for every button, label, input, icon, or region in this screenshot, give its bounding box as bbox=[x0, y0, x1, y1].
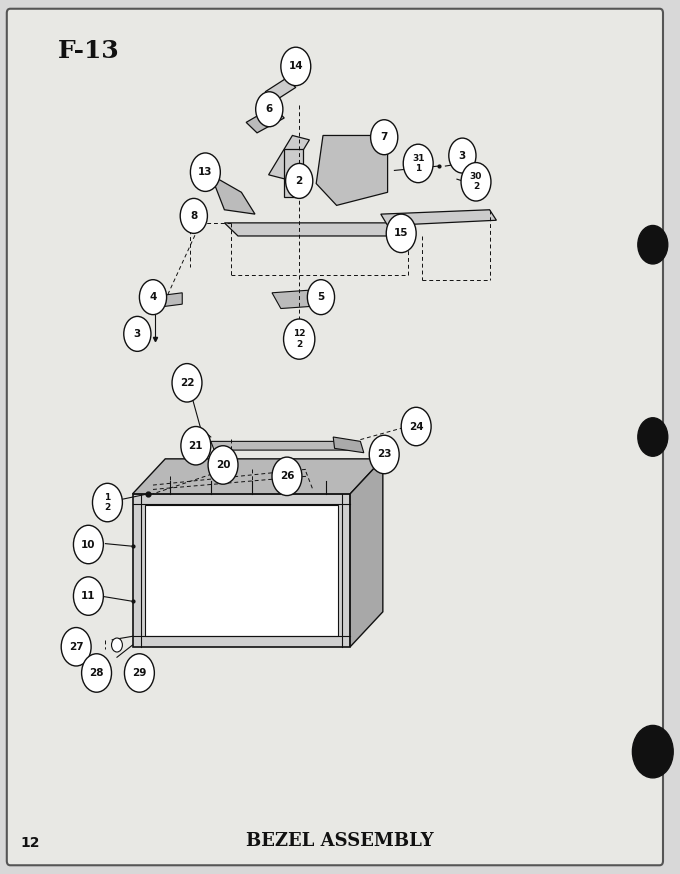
Text: BEZEL ASSEMBLY: BEZEL ASSEMBLY bbox=[246, 831, 434, 850]
Circle shape bbox=[632, 725, 673, 778]
Text: 31
1: 31 1 bbox=[412, 154, 424, 173]
Polygon shape bbox=[284, 149, 303, 197]
Circle shape bbox=[82, 654, 112, 692]
Text: 26: 26 bbox=[279, 471, 294, 482]
Circle shape bbox=[124, 654, 154, 692]
Polygon shape bbox=[265, 79, 296, 101]
Text: 12
2: 12 2 bbox=[293, 329, 305, 349]
Text: 2: 2 bbox=[296, 176, 303, 186]
Text: 30
2: 30 2 bbox=[470, 172, 482, 191]
Text: 8: 8 bbox=[190, 211, 197, 221]
Circle shape bbox=[284, 319, 315, 359]
Circle shape bbox=[638, 418, 668, 456]
Text: 1
2: 1 2 bbox=[104, 493, 111, 512]
Text: 28: 28 bbox=[89, 668, 104, 678]
Circle shape bbox=[172, 364, 202, 402]
Circle shape bbox=[307, 280, 335, 315]
Circle shape bbox=[256, 92, 283, 127]
Circle shape bbox=[208, 446, 238, 484]
Circle shape bbox=[73, 525, 103, 564]
Text: 6: 6 bbox=[266, 104, 273, 114]
Polygon shape bbox=[148, 293, 182, 309]
Circle shape bbox=[386, 214, 416, 253]
Circle shape bbox=[369, 435, 399, 474]
Text: 12: 12 bbox=[20, 836, 40, 850]
Circle shape bbox=[180, 198, 207, 233]
Text: 24: 24 bbox=[409, 421, 424, 432]
Text: 7: 7 bbox=[381, 132, 388, 142]
Polygon shape bbox=[211, 175, 255, 214]
Text: 22: 22 bbox=[180, 378, 194, 388]
Circle shape bbox=[112, 638, 122, 652]
Circle shape bbox=[403, 144, 433, 183]
Circle shape bbox=[461, 163, 491, 201]
Text: 21: 21 bbox=[188, 440, 203, 451]
Text: 23: 23 bbox=[377, 449, 392, 460]
Text: 10: 10 bbox=[81, 539, 96, 550]
FancyBboxPatch shape bbox=[145, 505, 338, 635]
Text: 14: 14 bbox=[288, 61, 303, 72]
Text: 27: 27 bbox=[69, 642, 84, 652]
Text: 29: 29 bbox=[132, 668, 147, 678]
Circle shape bbox=[272, 457, 302, 496]
Circle shape bbox=[286, 163, 313, 198]
Text: 11: 11 bbox=[81, 591, 96, 601]
Circle shape bbox=[61, 628, 91, 666]
Polygon shape bbox=[224, 223, 408, 236]
FancyBboxPatch shape bbox=[133, 494, 350, 647]
Circle shape bbox=[181, 427, 211, 465]
Circle shape bbox=[139, 280, 167, 315]
Polygon shape bbox=[350, 459, 383, 647]
Polygon shape bbox=[133, 459, 383, 494]
Text: 20: 20 bbox=[216, 460, 231, 470]
Polygon shape bbox=[316, 135, 388, 205]
Circle shape bbox=[371, 120, 398, 155]
Text: F-13: F-13 bbox=[58, 39, 120, 63]
Circle shape bbox=[73, 577, 103, 615]
Circle shape bbox=[92, 483, 122, 522]
Circle shape bbox=[401, 407, 431, 446]
Circle shape bbox=[449, 138, 476, 173]
Circle shape bbox=[190, 153, 220, 191]
Text: 3: 3 bbox=[134, 329, 141, 339]
Text: 15: 15 bbox=[394, 228, 409, 239]
FancyBboxPatch shape bbox=[7, 9, 663, 865]
Text: 5: 5 bbox=[318, 292, 324, 302]
Text: 3: 3 bbox=[459, 150, 466, 161]
Circle shape bbox=[124, 316, 151, 351]
Polygon shape bbox=[333, 437, 364, 453]
Circle shape bbox=[281, 47, 311, 86]
Polygon shape bbox=[269, 135, 309, 179]
Polygon shape bbox=[381, 210, 496, 225]
Polygon shape bbox=[246, 107, 284, 133]
Polygon shape bbox=[211, 441, 350, 450]
Circle shape bbox=[638, 225, 668, 264]
Text: 4: 4 bbox=[150, 292, 156, 302]
Text: 13: 13 bbox=[198, 167, 213, 177]
Polygon shape bbox=[272, 290, 318, 309]
